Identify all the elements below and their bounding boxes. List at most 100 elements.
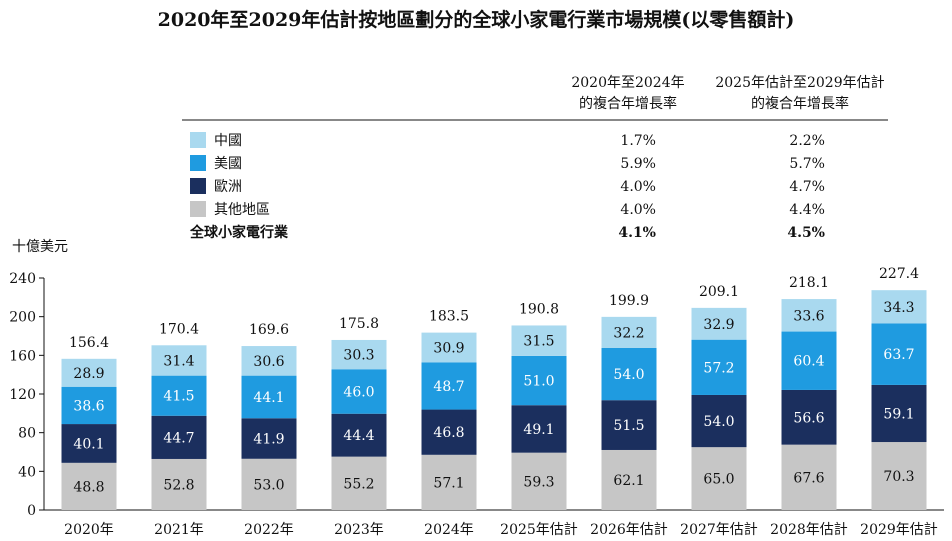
bar-value-label-4-0: 57.1 — [433, 475, 464, 491]
bar-value-label-3-3: 30.3 — [343, 348, 374, 364]
bar-value-label-1-2: 41.5 — [163, 389, 194, 405]
bar-segment-0-2 — [61, 386, 117, 425]
bar-segment-1-0 — [151, 458, 207, 510]
bar-segment-4-2 — [421, 362, 477, 410]
bar-segment-9-0 — [871, 442, 927, 510]
bar-total-label-4: 183.5 — [429, 309, 469, 325]
bar-segment-1-3 — [151, 345, 207, 376]
bar-total-label-9: 227.4 — [879, 266, 919, 282]
bar-segment-1-2 — [151, 375, 207, 416]
bar-segment-8-3 — [781, 299, 837, 332]
bar-value-label-5-2: 51.0 — [523, 374, 554, 390]
cagr-value-2-1: 5.7% — [789, 156, 825, 172]
bar-value-label-8-0: 67.6 — [793, 470, 824, 486]
bar-segment-6-3 — [601, 316, 657, 348]
legend-swatch-1 — [190, 155, 206, 171]
bar-total-label-6: 199.9 — [609, 293, 649, 309]
y-tick-label-6: 240 — [9, 271, 36, 287]
bar-segment-2-1 — [241, 418, 297, 459]
bar-group-1: 52.8 44.7 41.5 31.4 170.4 2021年 — [151, 321, 207, 538]
bar-segment-6-1 — [601, 400, 657, 450]
bar-total-label-3: 175.8 — [339, 316, 379, 332]
bar-segment-9-1 — [871, 384, 927, 443]
cagr-header-2-line-2: 的複合年增長率 — [751, 95, 849, 112]
bar-total-label-1: 170.4 — [159, 321, 199, 337]
bar-segment-8-0 — [781, 444, 837, 510]
bar-group-0: 48.8 40.1 38.6 28.9 156.4 2020年 — [61, 335, 117, 538]
y-tick-label-4: 160 — [9, 348, 36, 364]
bar-value-label-6-3: 32.2 — [613, 325, 644, 341]
bar-segment-6-2 — [601, 347, 657, 401]
bar-value-label-6-0: 62.1 — [613, 473, 644, 489]
bar-value-label-6-1: 51.5 — [613, 418, 644, 434]
bar-segment-5-2 — [511, 355, 567, 406]
bar-segment-7-2 — [691, 339, 747, 395]
bar-value-label-0-0: 48.8 — [73, 479, 104, 495]
bar-segment-5-3 — [511, 325, 567, 356]
bar-value-label-5-3: 31.5 — [523, 334, 554, 350]
cagr-value-2-4: 4.5% — [787, 225, 825, 241]
cagr-value-2-3: 4.4% — [789, 202, 825, 218]
x-tick-label-0: 2020年 — [64, 522, 114, 538]
bar-segment-3-3 — [331, 339, 387, 370]
bar-segment-2-3 — [241, 346, 297, 376]
bar-segment-3-0 — [331, 456, 387, 510]
bar-value-label-1-0: 52.8 — [163, 477, 194, 493]
legend-label-1: 美國 — [214, 156, 242, 172]
bars: 48.8 40.1 38.6 28.9 156.4 2020年 52.8 44.7 41.5 31… — [61, 266, 938, 538]
bar-value-label-6-2: 54.0 — [613, 367, 644, 383]
x-tick-label-1: 2021年 — [154, 522, 204, 538]
bar-segment-3-1 — [331, 413, 387, 457]
chart-title: 2020年至2029年估計按地區劃分的全球小家電行業市場規模(以零售額計) — [158, 8, 795, 31]
bar-value-label-0-3: 28.9 — [73, 366, 104, 382]
x-tick-label-4: 2024年 — [424, 522, 474, 538]
bar-group-6: 62.1 51.5 54.0 32.2 199.9 2026年估計 — [590, 293, 668, 538]
bar-segment-4-3 — [421, 332, 477, 363]
bar-value-label-7-3: 32.9 — [703, 317, 734, 333]
bar-value-label-9-0: 70.3 — [883, 469, 914, 485]
bar-value-label-3-0: 55.2 — [343, 476, 374, 492]
x-tick-label-2: 2022年 — [244, 522, 294, 538]
cagr-value-1-3: 4.0% — [620, 202, 656, 218]
x-tick-label-3: 2023年 — [334, 522, 384, 538]
y-axis-label: 十億美元 — [12, 239, 68, 255]
bar-value-label-2-2: 44.1 — [253, 390, 284, 406]
bar-value-label-2-0: 53.0 — [253, 477, 284, 493]
bar-group-8: 67.6 56.6 60.4 33.6 218.1 2028年估計 — [770, 275, 848, 538]
y-tick-label-5: 200 — [9, 310, 36, 326]
bar-value-label-9-2: 63.7 — [883, 347, 914, 363]
bar-segment-8-1 — [781, 389, 837, 445]
cagr-value-1-4: 4.1% — [618, 225, 656, 241]
bar-value-label-4-1: 46.8 — [433, 425, 464, 441]
bar-value-label-4-2: 48.7 — [433, 379, 464, 395]
y-tick-label-1: 40 — [18, 464, 36, 480]
bar-value-label-0-1: 40.1 — [73, 436, 104, 452]
bar-group-9: 70.3 59.1 63.7 34.3 227.4 2029年估計 — [860, 266, 938, 538]
legend-label-2: 歐洲 — [214, 179, 242, 195]
cagr-header-1-line-2: 的複合年增長率 — [579, 95, 677, 112]
bar-segment-0-1 — [61, 424, 117, 463]
bar-value-label-0-2: 38.6 — [73, 398, 104, 414]
legend-swatch-3 — [190, 201, 206, 217]
cagr-value-2-2: 4.7% — [789, 179, 825, 195]
bar-value-label-7-1: 54.0 — [703, 414, 734, 430]
bar-segment-3-2 — [331, 369, 387, 414]
bar-group-3: 55.2 44.4 46.0 30.3 175.8 2023年 — [331, 316, 387, 538]
legend-label-4: 全球小家電行業 — [189, 224, 289, 241]
bar-segment-5-1 — [511, 405, 567, 453]
cagr-table: 2020年至2024年 的複合年增長率 2025年估計至2029年估計 的複合年… — [182, 75, 888, 241]
bar-segment-4-0 — [421, 454, 477, 510]
x-tick-label-5: 2025年估計 — [500, 522, 578, 538]
bar-value-label-7-2: 57.2 — [703, 360, 734, 376]
bar-total-label-0: 156.4 — [69, 335, 109, 351]
bar-segment-7-0 — [691, 447, 747, 510]
bar-total-label-8: 218.1 — [789, 275, 829, 291]
bar-segment-6-0 — [601, 449, 657, 510]
cagr-value-1-0: 1.7% — [620, 133, 656, 149]
bar-value-label-1-1: 44.7 — [163, 430, 194, 446]
cagr-value-1-2: 4.0% — [620, 179, 656, 195]
bar-total-label-5: 190.8 — [519, 301, 559, 317]
bar-group-5: 59.3 49.1 51.0 31.5 190.8 2025年估計 — [500, 301, 578, 538]
bar-value-label-8-2: 60.4 — [793, 354, 824, 370]
bar-value-label-5-1: 49.1 — [523, 422, 554, 438]
